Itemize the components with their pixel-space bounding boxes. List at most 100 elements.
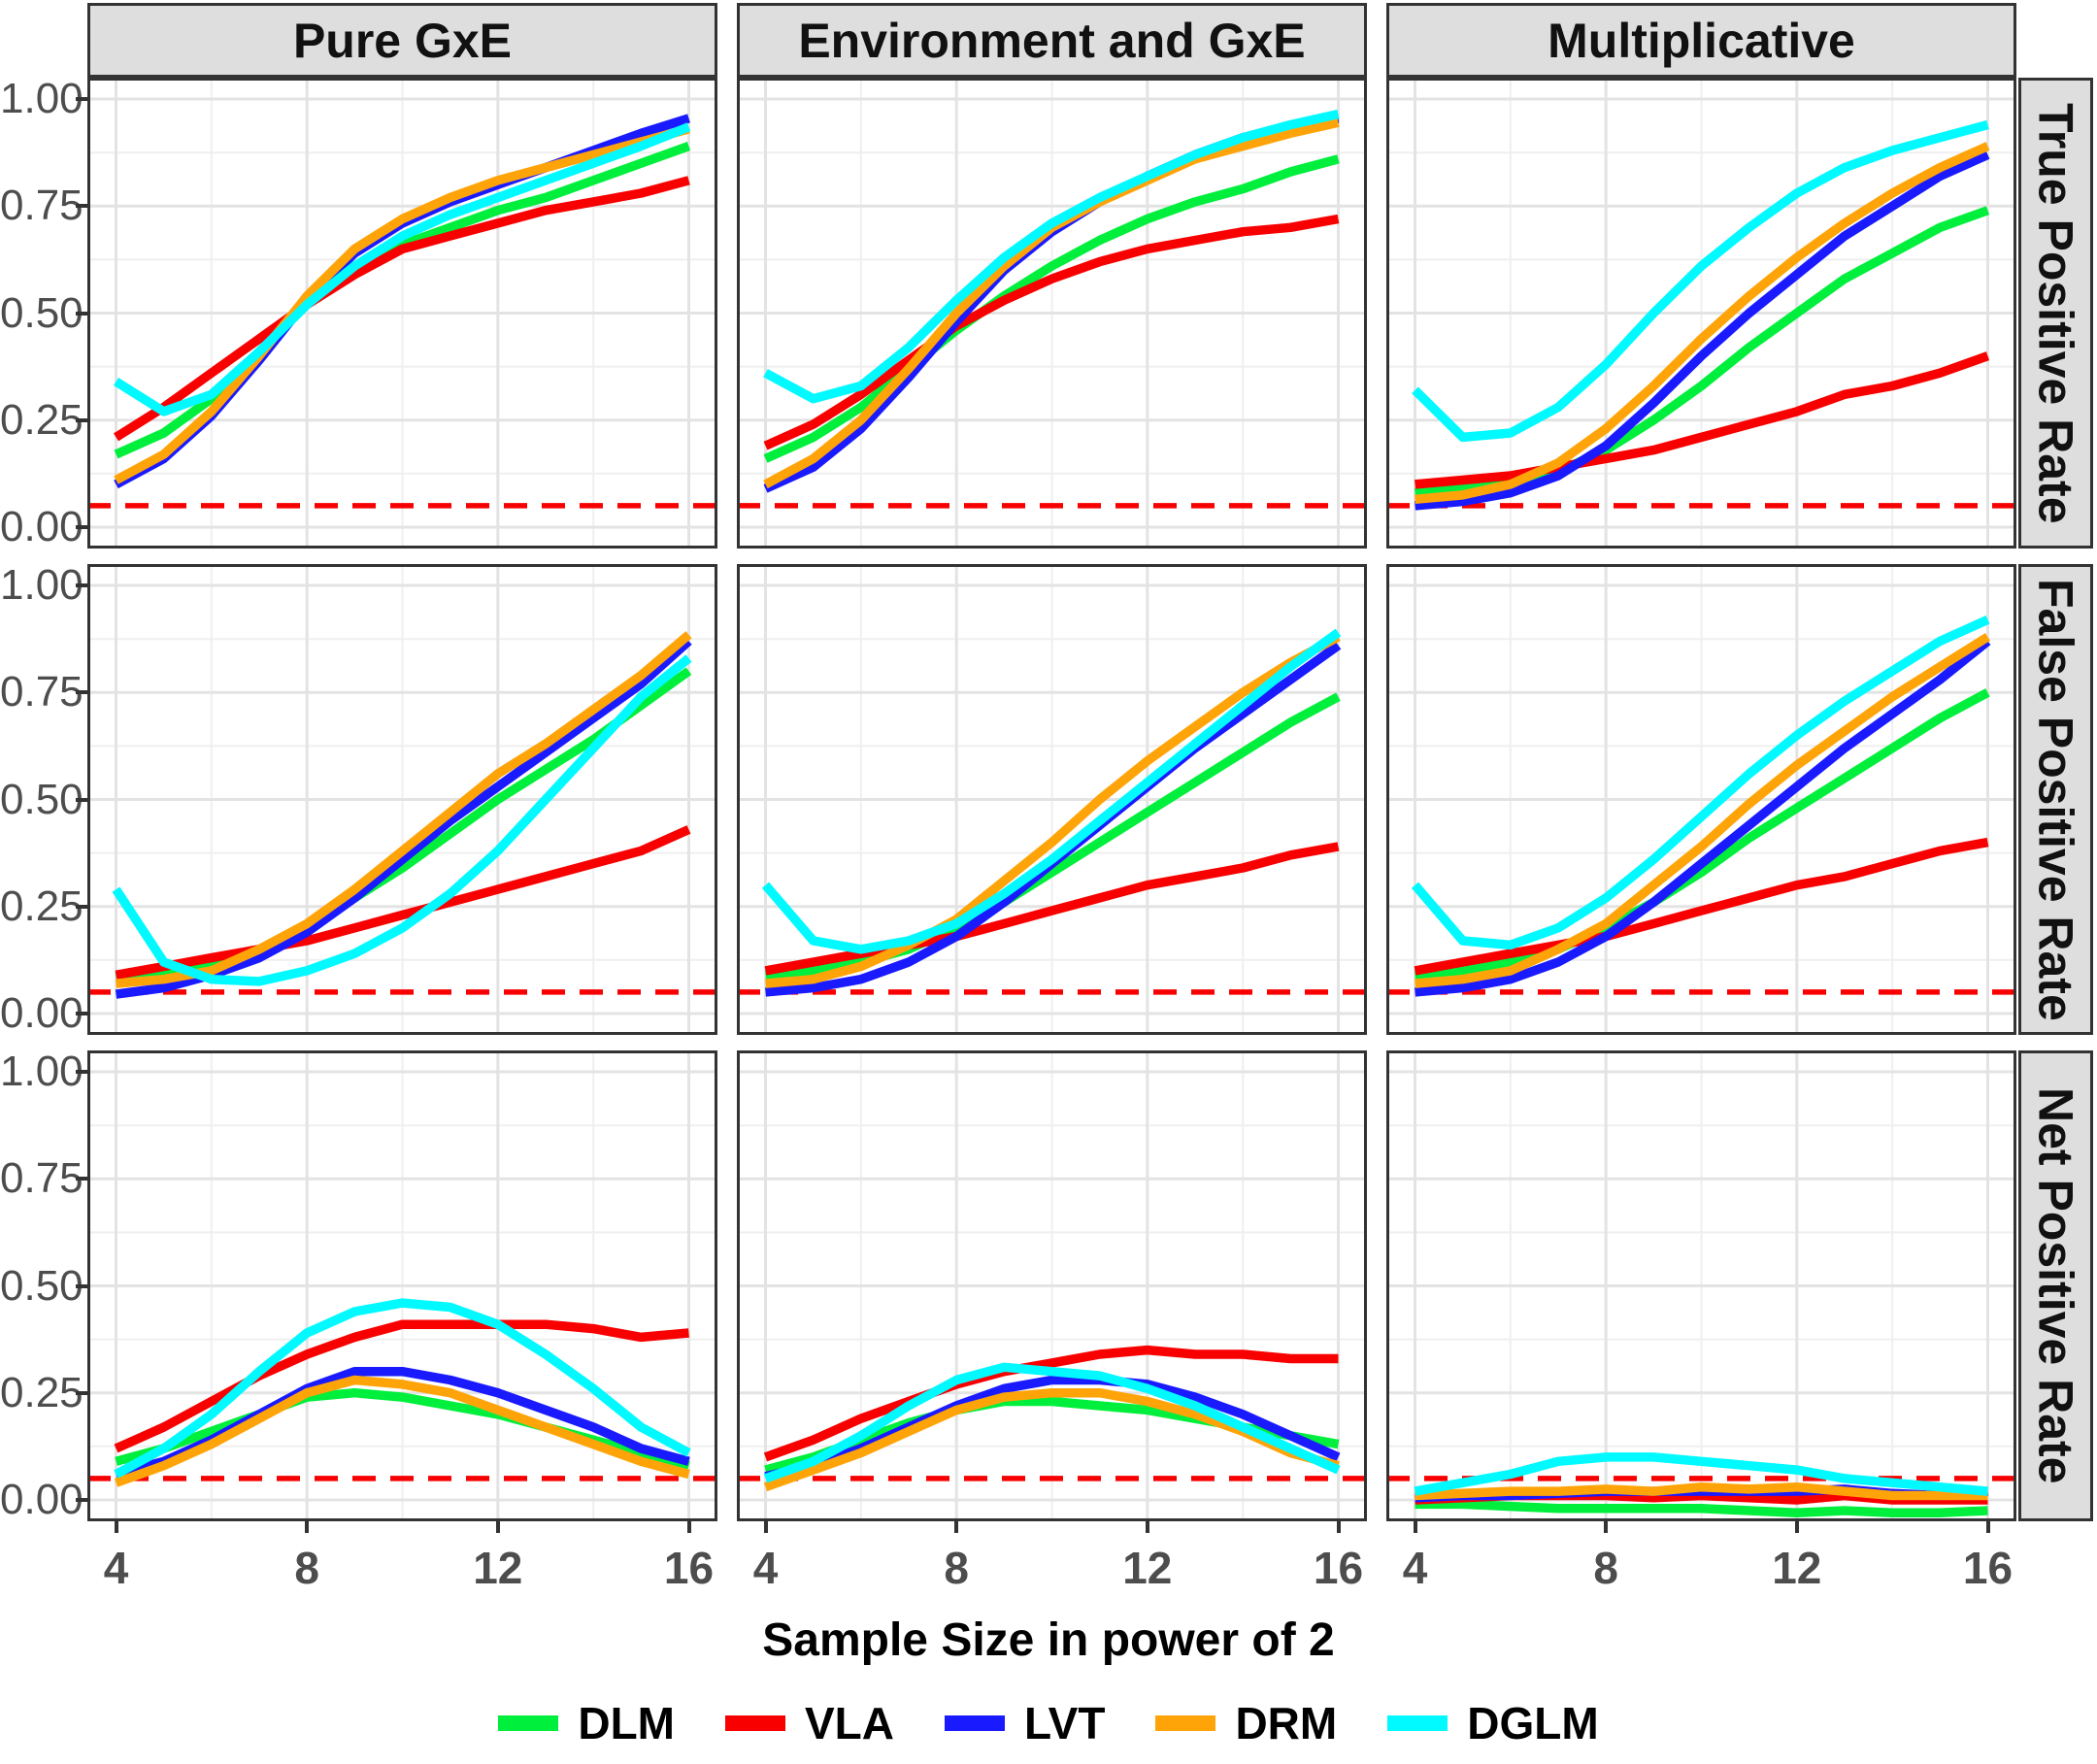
panel-plot-area bbox=[1386, 1050, 2016, 1521]
panel-multiplicative-net-positive-rate bbox=[1386, 1050, 2016, 1521]
panel-plot-area bbox=[1386, 564, 2016, 1035]
panel-environment-and-gxe-true-positive-rate bbox=[737, 78, 1367, 549]
line-dglm bbox=[114, 1298, 691, 1479]
legend-item-dglm: DGLM bbox=[1387, 1697, 1599, 1749]
y-tick-mark bbox=[76, 204, 87, 209]
facet-row-strip-false-positive-rate: False Positive Rate bbox=[2018, 564, 2093, 1035]
line-dglm bbox=[113, 122, 691, 416]
y-tick-label: 0.50 bbox=[0, 288, 83, 337]
x-tick-label: 4 bbox=[752, 1543, 779, 1593]
panel-plot-area bbox=[87, 1050, 717, 1521]
line-drm bbox=[1415, 1481, 1988, 1501]
y-tick-mark bbox=[76, 583, 87, 587]
y-tick-mark bbox=[76, 1498, 87, 1502]
legend-swatch-drm bbox=[1155, 1715, 1216, 1731]
x-tick-mark bbox=[1336, 1521, 1341, 1533]
legend-label: DGLM bbox=[1467, 1698, 1599, 1748]
y-tick-mark bbox=[76, 1177, 87, 1182]
x-tick-mark bbox=[1413, 1521, 1417, 1533]
panel-plot-area bbox=[737, 78, 1367, 549]
facet-column-strip-pure-gxe: Pure GxE bbox=[87, 3, 717, 78]
legend-item-dlm: DLM bbox=[498, 1697, 675, 1749]
y-tick-label: 0.75 bbox=[0, 668, 83, 716]
line-dlm bbox=[1415, 1499, 1988, 1517]
line-drm bbox=[114, 124, 690, 484]
y-tick-label: 0.00 bbox=[0, 989, 83, 1037]
panel-plot-area bbox=[1386, 78, 2016, 549]
panel-multiplicative-true-positive-rate bbox=[1386, 78, 2016, 549]
y-tick-mark bbox=[76, 1390, 87, 1395]
line-lvt bbox=[1415, 150, 1990, 511]
y-tick-label: 0.75 bbox=[0, 182, 83, 230]
y-tick-label: 0.25 bbox=[0, 1368, 83, 1416]
line-drm bbox=[116, 631, 692, 988]
x-tick-label: 4 bbox=[1402, 1543, 1428, 1593]
legend-swatch-lvt bbox=[944, 1715, 1005, 1731]
line-lvt bbox=[1415, 637, 1991, 997]
y-tick-label: 1.00 bbox=[0, 1048, 83, 1095]
x-tick-mark bbox=[1794, 1521, 1799, 1533]
legend-item-drm: DRM bbox=[1155, 1697, 1337, 1749]
line-dlm bbox=[1415, 688, 1990, 981]
line-dglm bbox=[1412, 119, 1989, 443]
x-tick-label: 8 bbox=[1593, 1543, 1618, 1593]
line-vla bbox=[1415, 351, 1990, 489]
line-vla bbox=[115, 825, 691, 980]
x-axis-title: Sample Size in power of 2 bbox=[762, 1614, 1335, 1666]
x-tick-mark bbox=[686, 1521, 691, 1533]
x-tick-mark bbox=[1145, 1521, 1149, 1533]
x-tick-label: 8 bbox=[294, 1543, 319, 1593]
line-dlm bbox=[763, 154, 1340, 463]
line-dglm bbox=[112, 654, 692, 986]
y-tick-label: 1.00 bbox=[0, 561, 83, 609]
legend-label: DLM bbox=[578, 1698, 675, 1748]
panel-pure-gxe-true-positive-rate bbox=[87, 78, 717, 549]
line-drm bbox=[1415, 142, 1990, 505]
x-tick-mark bbox=[1985, 1521, 1990, 1533]
y-tick-mark bbox=[76, 417, 87, 422]
y-tick-mark bbox=[76, 1070, 87, 1074]
x-tick-mark bbox=[1604, 1521, 1609, 1533]
legend: DLM VLA LVT DRM DGLM bbox=[0, 1697, 2097, 1749]
facet-row-strip-net-positive-rate: Net Positive Rate bbox=[2018, 1050, 2093, 1521]
y-tick-label: 0.00 bbox=[0, 1476, 83, 1523]
legend-item-vla: VLA bbox=[724, 1697, 894, 1749]
y-tick-mark bbox=[76, 690, 87, 695]
x-tick-mark bbox=[954, 1521, 959, 1533]
x-tick-label: 4 bbox=[103, 1543, 129, 1593]
line-drm bbox=[1415, 632, 1991, 988]
x-tick-mark bbox=[305, 1521, 310, 1533]
line-dglm bbox=[763, 1362, 1341, 1483]
legend-label: VLA bbox=[804, 1698, 894, 1748]
y-tick-label: 0.25 bbox=[0, 882, 83, 930]
y-tick-label: 0.50 bbox=[0, 1261, 83, 1310]
x-tick-mark bbox=[763, 1521, 768, 1533]
x-tick-label: 12 bbox=[1772, 1543, 1822, 1593]
line-dglm bbox=[1411, 615, 1990, 950]
line-dglm bbox=[1414, 1452, 1988, 1496]
panel-multiplicative-false-positive-rate bbox=[1386, 564, 2016, 1035]
line-dglm bbox=[763, 109, 1340, 404]
y-tick-label: 1.00 bbox=[0, 75, 83, 122]
y-tick-label: 0.25 bbox=[0, 395, 83, 444]
y-tick-mark bbox=[76, 1283, 87, 1288]
panel-plot-area bbox=[737, 564, 1367, 1035]
panel-pure-gxe-false-positive-rate bbox=[87, 564, 717, 1035]
x-tick-label: 16 bbox=[1313, 1543, 1364, 1593]
panel-plot-area bbox=[87, 78, 717, 549]
y-tick-label: 0.75 bbox=[0, 1154, 83, 1203]
x-tick-label: 12 bbox=[473, 1543, 523, 1593]
line-drm bbox=[114, 1375, 690, 1487]
line-dglm bbox=[761, 628, 1342, 954]
panel-environment-and-gxe-false-positive-rate bbox=[737, 564, 1367, 1035]
y-tick-mark bbox=[76, 97, 87, 101]
x-tick-label: 8 bbox=[944, 1543, 969, 1593]
y-tick-label: 0.00 bbox=[0, 503, 83, 550]
line-vla bbox=[763, 1345, 1339, 1462]
legend-item-lvt: LVT bbox=[944, 1697, 1105, 1749]
y-tick-mark bbox=[76, 904, 87, 909]
y-tick-mark bbox=[76, 311, 87, 316]
y-tick-label: 0.50 bbox=[0, 775, 83, 823]
legend-swatch-vla bbox=[724, 1715, 785, 1731]
